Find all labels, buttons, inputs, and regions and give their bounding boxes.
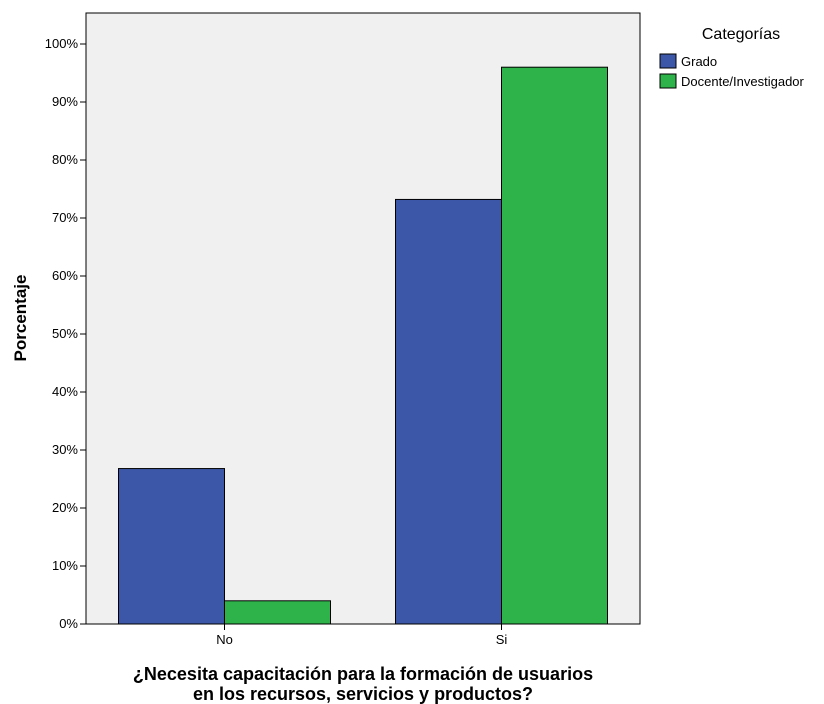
x-axis: No Si (216, 624, 507, 647)
bar-no-docente-investigador (224, 600, 331, 625)
x-axis-label-line-1: ¿Necesita capacitación para la formación… (133, 664, 593, 684)
y-axis: 0% 10% 20% 30% 40% 50% 60% 70% 80% 90% 100% (45, 36, 86, 631)
y-tick-label: 10% (52, 558, 78, 573)
y-tick-label: 90% (52, 94, 78, 109)
bar-si-docente-investigador (501, 66, 608, 625)
x-tick-label-si: Si (496, 632, 508, 647)
y-tick-label: 30% (52, 442, 78, 457)
legend-swatch-grado (659, 53, 677, 69)
x-axis-label-line-2: en los recursos, servicios y productos? (193, 684, 533, 704)
bars (118, 66, 608, 625)
y-tick-label: 20% (52, 500, 78, 515)
legend: Categorías Grado Docente/Investigador (659, 26, 805, 89)
y-tick-label: 100% (45, 36, 79, 51)
legend-label: Grado (681, 54, 717, 69)
y-tick-label: 70% (52, 210, 78, 225)
y-tick-label: 50% (52, 326, 78, 341)
y-tick-label: 0% (59, 616, 78, 631)
y-axis-label: Porcentaje (11, 275, 30, 362)
legend-title: Categorías (702, 26, 780, 43)
legend-label: Docente/Investigador (681, 74, 805, 89)
y-tick-label: 40% (52, 384, 78, 399)
x-tick-label-no: No (216, 632, 233, 647)
bar-no-grado (118, 468, 225, 625)
legend-swatch-docente-investigador (659, 73, 677, 89)
y-tick-label: 60% (52, 268, 78, 283)
y-tick-label: 80% (52, 152, 78, 167)
bar-si-grado (395, 198, 502, 625)
